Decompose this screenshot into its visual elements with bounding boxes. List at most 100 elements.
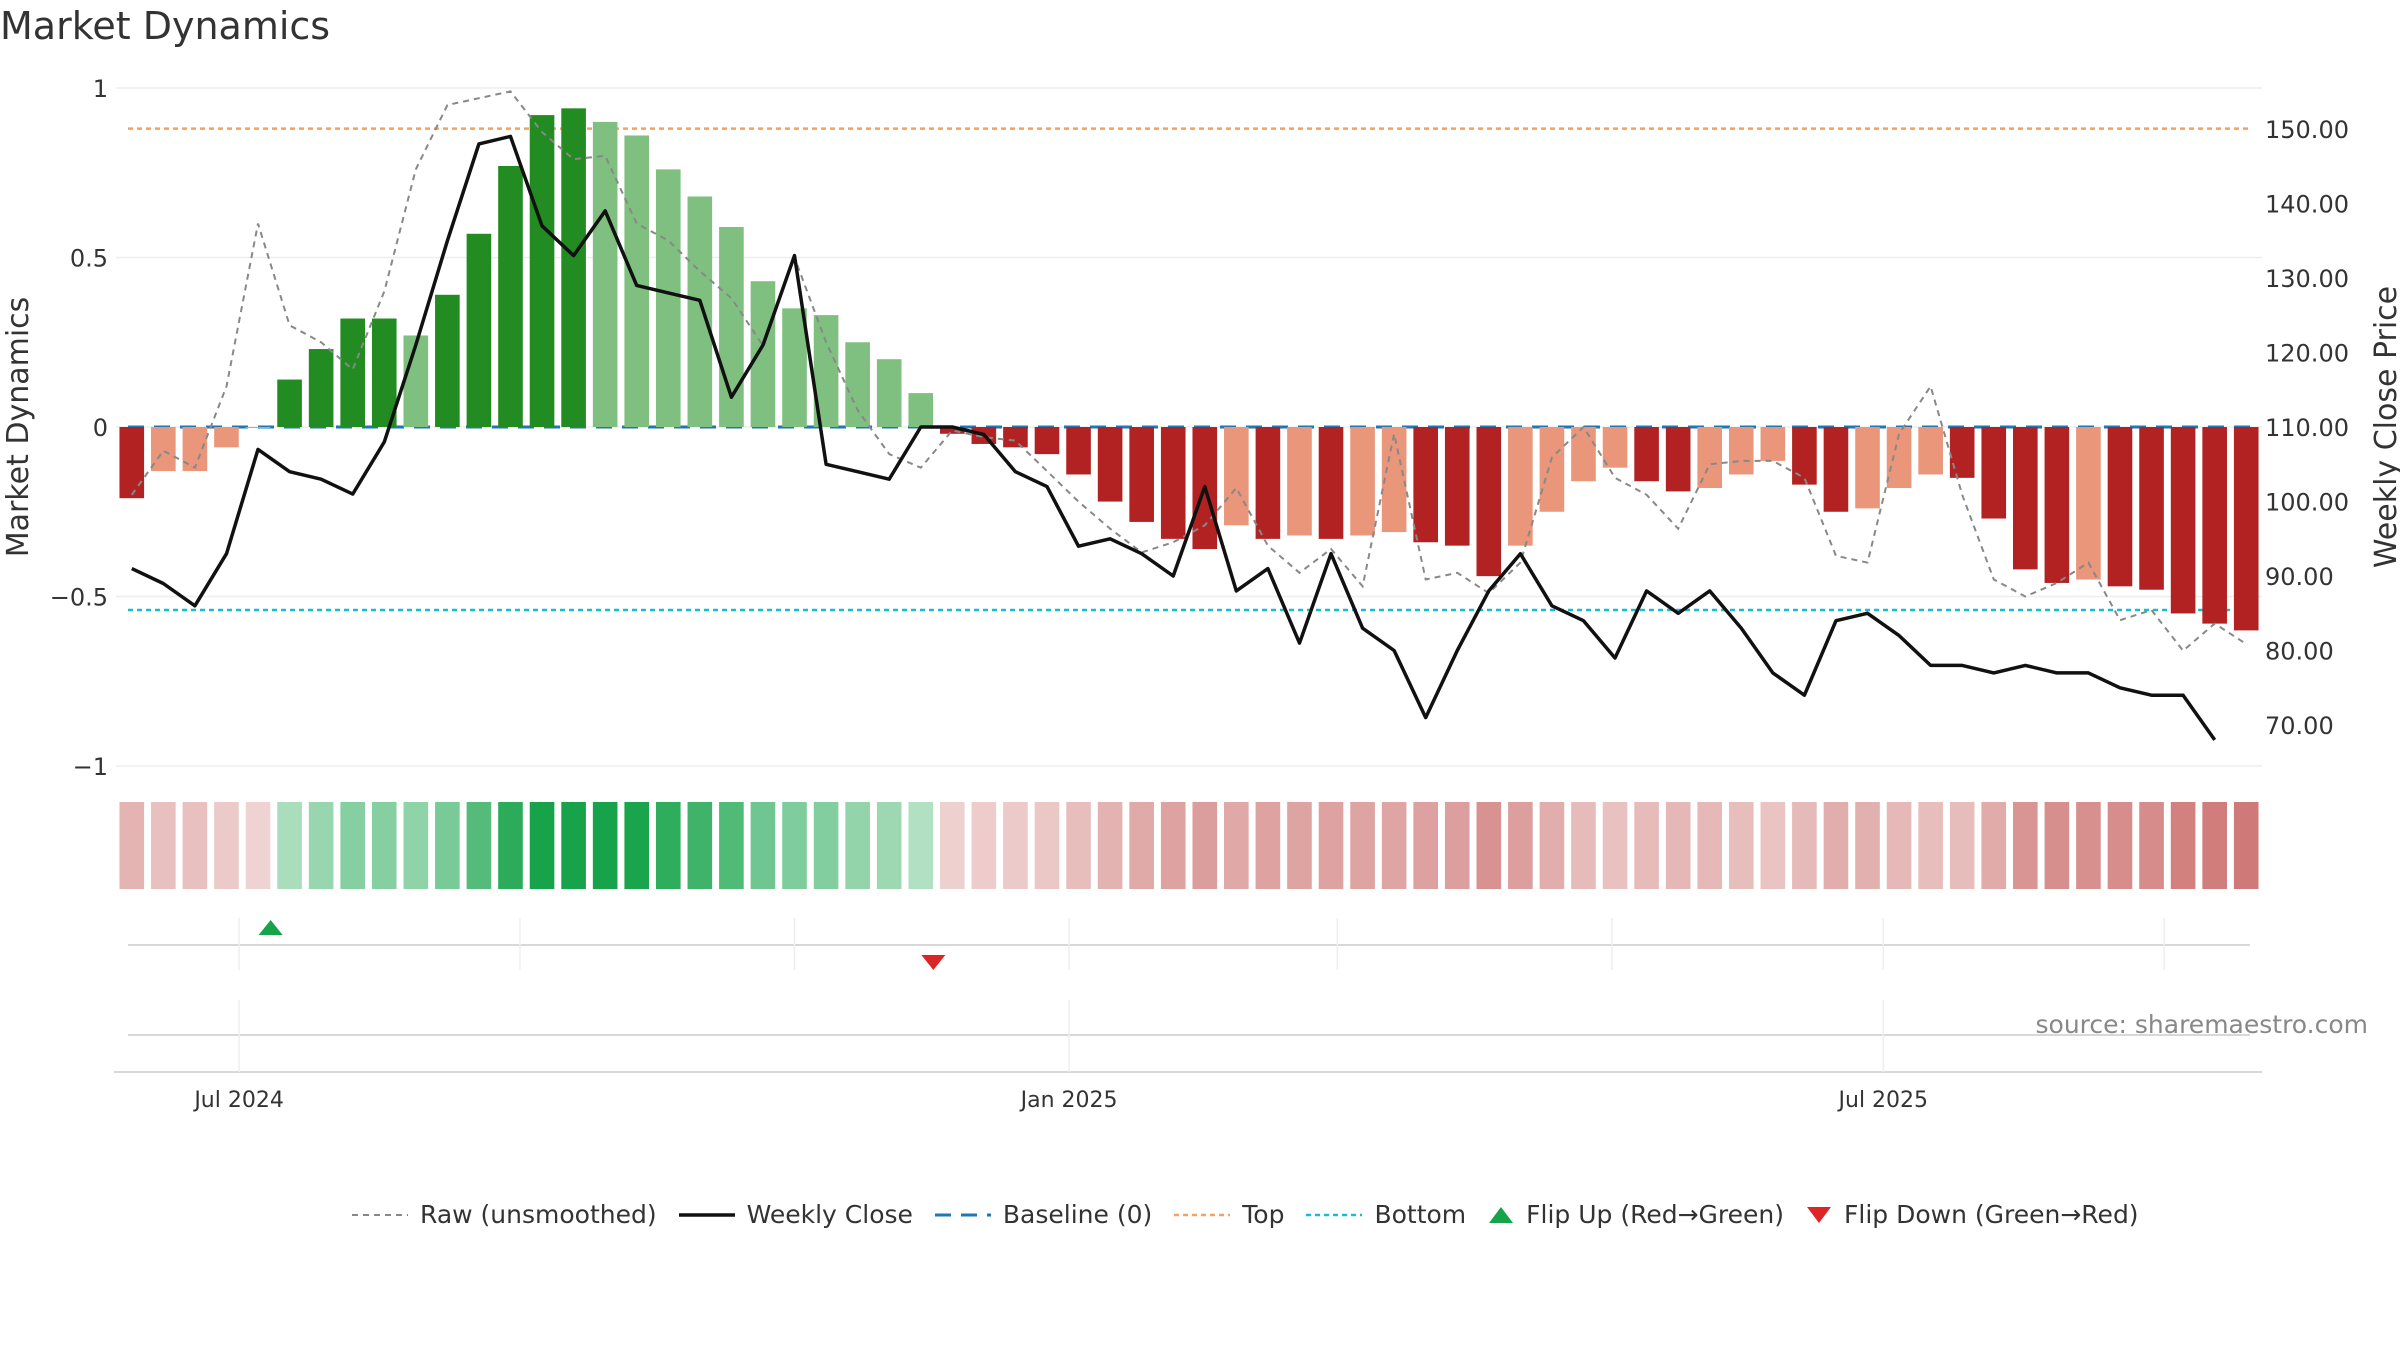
bar <box>1665 427 1691 492</box>
bar <box>1728 427 1754 475</box>
strip-cell <box>1129 802 1154 889</box>
bar <box>2013 427 2038 570</box>
strip-cell <box>466 802 492 889</box>
strip-cell <box>1949 802 1975 889</box>
bar <box>1918 427 1943 475</box>
legend-label-close: Weekly Close <box>746 1200 913 1229</box>
strip-cell <box>876 802 902 889</box>
strip-cell <box>182 802 208 889</box>
y-left-tick-label: 1 <box>93 75 108 103</box>
bar <box>876 359 902 427</box>
color-strip <box>119 802 2259 889</box>
strip-cell <box>529 802 555 889</box>
axes: 1 0.5 0 −0.5 −1 150.00 140.00 130.00 120.00 110.0… <box>50 75 2349 781</box>
bar <box>2139 427 2164 590</box>
strip-cell <box>498 802 523 889</box>
strip-cell <box>1918 802 1943 889</box>
strip-cell <box>624 802 650 889</box>
strip-cell <box>277 802 302 889</box>
line-series <box>130 90 2247 741</box>
strip-cell <box>2013 802 2038 889</box>
bar <box>2170 427 2196 614</box>
strip-cell <box>308 802 334 889</box>
legend-item-baseline: Baseline (0) <box>933 1200 1152 1229</box>
strip-cell <box>1224 802 1249 889</box>
legend: Raw (unsmoothed) Weekly Close Baseline (0)… <box>350 1200 2139 1229</box>
bar <box>1539 427 1565 512</box>
strip-cell <box>214 802 239 889</box>
strip-cell <box>2044 802 2070 889</box>
legend-label-raw: Raw (unsmoothed) <box>420 1200 657 1229</box>
bar <box>2233 427 2259 631</box>
strip-cell <box>2107 802 2133 889</box>
bar <box>782 308 807 427</box>
legend-label-flip_up: Flip Up (Red→Green) <box>1526 1200 1785 1229</box>
bar <box>2202 427 2227 624</box>
y-axis-right-label: Weekly Close Price <box>2369 286 2400 568</box>
strip-cell <box>1413 802 1438 889</box>
strip-cell <box>1034 802 1060 889</box>
strip-cell <box>1097 802 1123 889</box>
strip-cell <box>719 802 744 889</box>
y-right-tick-label: 100.00 <box>2265 489 2349 517</box>
strip-cell <box>1886 802 1912 889</box>
bar <box>1476 427 1502 577</box>
close-line <box>131 134 2217 741</box>
bar <box>1097 427 1123 502</box>
strip-cell <box>1476 802 1502 889</box>
bar <box>940 427 965 434</box>
strip-cell <box>1160 802 1186 889</box>
legend-label-flip_down: Flip Down (Green→Red) <box>1844 1200 2139 1229</box>
x-tick-label: Jul 2025 <box>1837 1088 1929 1113</box>
bar <box>1855 427 1880 509</box>
x-tick-label: Jul 2024 <box>192 1088 284 1113</box>
bar <box>750 281 776 427</box>
bar <box>498 165 523 427</box>
legend-swatch-close <box>678 1212 735 1217</box>
strip-cell <box>1539 802 1565 889</box>
legend-swatch-flip_down <box>1807 1206 1832 1223</box>
flip-markers <box>128 918 2250 970</box>
strip-cell <box>1665 802 1691 889</box>
strip-cell <box>1318 802 1344 889</box>
strip-cell <box>1255 802 1281 889</box>
strip-cell <box>782 802 807 889</box>
bar <box>182 427 208 472</box>
strip-cell <box>1003 802 1028 889</box>
y-left-tick-label: 0 <box>93 414 108 442</box>
y-right-tick-label: 110.00 <box>2265 414 2349 442</box>
bar <box>655 169 681 428</box>
y-right-tick-label: 130.00 <box>2265 265 2349 293</box>
legend-label-baseline: Baseline (0) <box>1002 1200 1153 1229</box>
strip-cell <box>813 802 839 889</box>
strip-cell <box>1350 802 1375 889</box>
strip-cell <box>1855 802 1880 889</box>
y-left-tick-label: −0.5 <box>50 584 108 612</box>
bar <box>1823 427 1849 512</box>
legend-item-flip_down: Flip Down (Green→Red) <box>1804 1200 2139 1229</box>
strip-cell <box>1602 802 1628 889</box>
strip-cell <box>750 802 776 889</box>
bar <box>561 108 586 427</box>
y-right-tick-label: 80.00 <box>2265 638 2334 666</box>
chart-title: Market Dynamics <box>0 4 331 48</box>
strip-cell <box>1381 802 1407 889</box>
bar <box>1160 427 1186 539</box>
bar <box>277 379 302 427</box>
legend-item-close: Weekly Close <box>677 1200 913 1229</box>
strip-cell <box>435 802 460 889</box>
bar <box>1949 427 1975 478</box>
bar <box>403 335 429 427</box>
strip-cell <box>403 802 429 889</box>
bar <box>151 427 176 472</box>
strip-cell <box>1981 802 2007 889</box>
strip-cell <box>908 802 934 889</box>
x-axis: Jul 2024 Jan 2025 Jul 2025 <box>114 1000 2262 1113</box>
y-left-tick-label: 0.5 <box>70 245 108 273</box>
legend-swatch-raw <box>352 1213 408 1216</box>
bar <box>1003 427 1028 448</box>
bar <box>1792 427 1817 485</box>
strip-cell <box>1571 802 1596 889</box>
bar <box>687 196 713 427</box>
